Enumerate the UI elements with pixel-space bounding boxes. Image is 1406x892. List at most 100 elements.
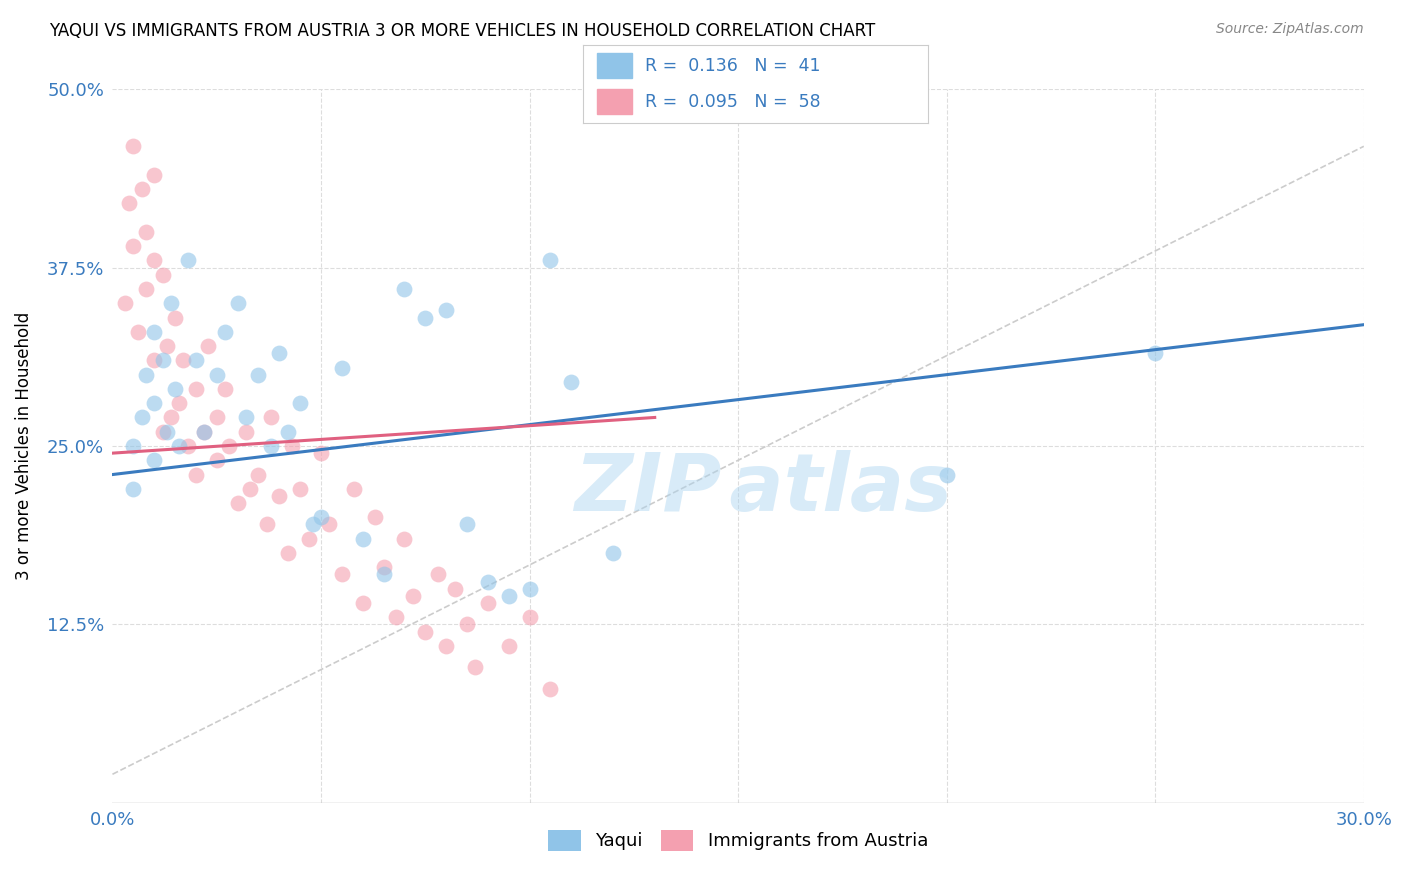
Point [122, 139, 145, 153]
Point [172, 353, 194, 368]
Point [394, 282, 416, 296]
Point [318, 517, 340, 532]
Point [277, 425, 299, 439]
Point [176, 253, 198, 268]
Point [214, 382, 236, 396]
Point [297, 532, 319, 546]
Point [205, 410, 228, 425]
Point [167, 396, 190, 410]
Point [443, 582, 465, 596]
Point [309, 510, 332, 524]
Point [205, 368, 228, 382]
Point [235, 425, 257, 439]
Point [122, 482, 145, 496]
Point [143, 396, 166, 410]
Point [1144, 346, 1167, 360]
Point [373, 560, 395, 574]
Point [519, 610, 541, 624]
Point [260, 439, 283, 453]
Point [477, 596, 499, 610]
Point [456, 517, 478, 532]
Point [402, 589, 425, 603]
Point [122, 439, 145, 453]
Point [163, 382, 186, 396]
Point [131, 182, 153, 196]
Text: R =  0.136   N =  41: R = 0.136 N = 41 [645, 57, 821, 75]
Point [269, 489, 291, 503]
Legend: Yaqui, Immigrants from Austria: Yaqui, Immigrants from Austria [541, 822, 935, 858]
Point [364, 510, 387, 524]
Bar [598, 89, 631, 114]
Point [426, 567, 449, 582]
Point [122, 239, 145, 253]
Point [330, 360, 353, 375]
Point [163, 310, 186, 325]
Point [135, 282, 157, 296]
Point [131, 410, 153, 425]
Point [239, 482, 262, 496]
Point [218, 439, 240, 453]
Point [498, 639, 520, 653]
Point [156, 339, 179, 353]
Point [538, 681, 561, 696]
Point [143, 325, 166, 339]
Point [247, 467, 270, 482]
Point [281, 439, 304, 453]
Point [114, 296, 136, 310]
Point [152, 353, 174, 368]
Point [160, 296, 183, 310]
Point [519, 582, 541, 596]
Point [538, 253, 561, 268]
Point [256, 517, 278, 532]
Point [464, 660, 486, 674]
Text: R =  0.095   N =  58: R = 0.095 N = 58 [645, 93, 821, 111]
Point [477, 574, 499, 589]
Bar [598, 54, 631, 78]
Point [143, 353, 166, 368]
Point [277, 546, 299, 560]
Point [197, 339, 219, 353]
Point [160, 410, 183, 425]
Point [193, 425, 215, 439]
Point [152, 268, 174, 282]
Point [226, 296, 249, 310]
Point [343, 482, 366, 496]
Point [193, 425, 215, 439]
Point [118, 196, 141, 211]
Point [498, 589, 520, 603]
Point [143, 168, 166, 182]
Text: YAQUI VS IMMIGRANTS FROM AUSTRIA 3 OR MORE VEHICLES IN HOUSEHOLD CORRELATION CHA: YAQUI VS IMMIGRANTS FROM AUSTRIA 3 OR MO… [49, 22, 876, 40]
Point [301, 517, 323, 532]
Point [235, 410, 257, 425]
Text: ZIP atlas: ZIP atlas [574, 450, 952, 528]
Point [184, 353, 207, 368]
Point [330, 567, 353, 582]
Point [135, 225, 157, 239]
Point [156, 425, 179, 439]
Point [290, 396, 312, 410]
Point [385, 610, 408, 624]
Point [135, 368, 157, 382]
Point [413, 624, 436, 639]
Point [260, 410, 283, 425]
Point [560, 375, 582, 389]
Point [143, 453, 166, 467]
Point [167, 439, 190, 453]
Point [394, 532, 416, 546]
Point [413, 310, 436, 325]
Point [176, 439, 198, 453]
Point [309, 446, 332, 460]
Point [352, 532, 374, 546]
Point [456, 617, 478, 632]
Point [205, 453, 228, 467]
Point [373, 567, 395, 582]
Point [127, 325, 149, 339]
Y-axis label: 3 or more Vehicles in Household: 3 or more Vehicles in Household [15, 312, 32, 580]
Point [184, 467, 207, 482]
Point [602, 546, 624, 560]
Point [290, 482, 312, 496]
Point [269, 346, 291, 360]
Point [434, 303, 457, 318]
Point [143, 253, 166, 268]
Point [247, 368, 270, 382]
